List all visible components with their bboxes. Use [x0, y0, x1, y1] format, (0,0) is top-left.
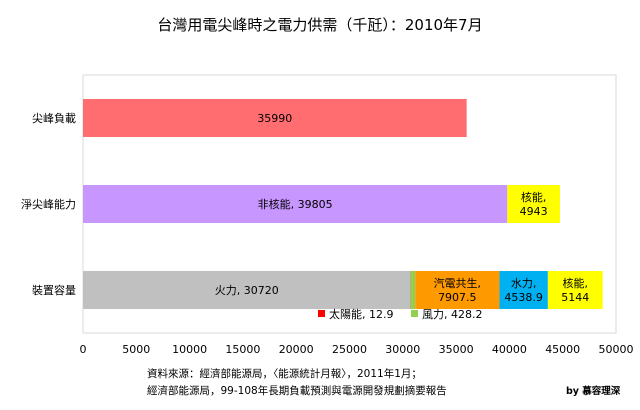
category-label: 淨尖峰能力 [21, 197, 76, 211]
x-axis: 0 5000 10000 15000 20000 25000 30000 35000 40000… [80, 343, 634, 356]
category-label: 裝置容量 [32, 283, 76, 297]
x-tick-label: 20000 [279, 343, 314, 356]
legend-label: 太陽能, 12.9 [329, 307, 394, 321]
bar-segment [507, 185, 561, 223]
data-label: 核能, 5144 [561, 276, 589, 304]
legend: 太陽能, 12.9 風力, 428.2 [318, 307, 482, 321]
chart-title: 台灣用電尖峰時之電力供需（千瓩）：2010年7月 [157, 16, 482, 34]
x-tick-label: 0 [80, 343, 87, 356]
x-tick-label: 45000 [545, 343, 580, 356]
x-tick-label: 10000 [172, 343, 207, 356]
bar-segment [415, 271, 500, 309]
legend-swatch [318, 310, 325, 317]
bar-segment [499, 271, 548, 309]
x-tick-label: 5000 [122, 343, 150, 356]
x-tick-label: 30000 [385, 343, 420, 356]
legend-swatch [411, 310, 418, 317]
source-note-line1: 資料來源：經濟部能源局，〈能源統計月報〉，2011年1月； [147, 367, 422, 380]
bar-segment [83, 185, 508, 223]
x-tick-label: 50000 [599, 343, 634, 356]
bars: 35990 非核能, 39805 核能, 4943 火力, 30720 汽電共生, 7907… [83, 99, 603, 309]
data-label: 火力, 30720 [215, 284, 279, 297]
data-label: 水力, 4538.9 [504, 277, 543, 304]
bar-segment [547, 271, 603, 309]
legend-label: 風力, 428.2 [422, 308, 482, 321]
x-tick-label: 25000 [332, 343, 367, 356]
x-tick-label: 35000 [439, 343, 474, 356]
category-label: 尖峰負載 [32, 112, 76, 125]
x-tick-label: 40000 [492, 343, 527, 356]
data-label: 非核能, 39805 [258, 197, 333, 211]
bar-segment [410, 271, 416, 309]
author-credit: by 慕容理深 [566, 385, 621, 397]
bar-segment [83, 99, 467, 137]
source-note-line2: 經濟部能源局，99-108年長期負載預測與電源開發規劃摘要報告 [147, 384, 447, 397]
data-label: 汽電共生, 7907.5 [434, 276, 482, 304]
data-label: 35990 [257, 112, 292, 125]
x-tick-label: 15000 [225, 343, 260, 356]
data-label: 核能, 4943 [520, 190, 548, 218]
bar-segment [83, 271, 411, 309]
